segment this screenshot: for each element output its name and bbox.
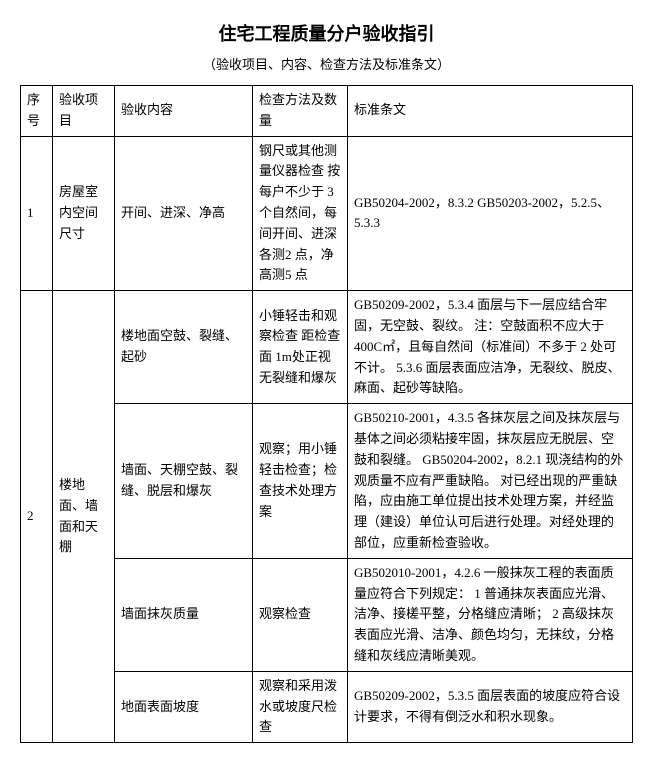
cell-content: 墙面、天棚空鼓、裂缝、脱层和爆灰 xyxy=(115,404,253,559)
cell-item: 房屋室内空间尺寸 xyxy=(53,136,115,291)
table-row: 1 房屋室内空间尺寸 开间、进深、净高 钢尺或其他测量仪器检查 按每户不少于 3… xyxy=(21,136,633,291)
cell-method: 观察；用小锤轻击检查；检查技术处理方案 xyxy=(253,404,348,559)
table-header-row: 序号 验收项目 验收内容 检查方法及数量 标准条文 xyxy=(21,86,633,137)
cell-content: 楼地面空鼓、裂缝、起砂 xyxy=(115,291,253,404)
table-row: 2 楼地面、墙面和天棚 楼地面空鼓、裂缝、起砂 小锤轻击和观察检查 距检查面 1… xyxy=(21,291,633,404)
cell-method: 钢尺或其他测量仪器检查 按每户不少于 3 个自然间，每间开间、进深各测2 点，净… xyxy=(253,136,348,291)
header-method: 检查方法及数量 xyxy=(253,86,348,137)
cell-standard: GB50209-2002，5.3.4 面层与下一层应结合牢固，无空鼓、裂纹。 注… xyxy=(348,291,633,404)
cell-seq: 2 xyxy=(21,291,53,743)
cell-method: 观察和采用泼水或坡度尺检查 xyxy=(253,671,348,742)
cell-seq: 1 xyxy=(21,136,53,291)
cell-method: 小锤轻击和观察检查 距检查面 1m处正视无裂缝和爆灰 xyxy=(253,291,348,404)
page-title: 住宅工程质量分户验收指引 xyxy=(20,20,633,46)
page-subtitle: （验收项目、内容、检查方法及标准条文） xyxy=(20,54,633,73)
header-content: 验收内容 xyxy=(115,86,253,137)
cell-content: 地面表面坡度 xyxy=(115,671,253,742)
cell-standard: GB50204-2002，8.3.2 GB50203-2002，5.2.5、5.… xyxy=(348,136,633,291)
inspection-table: 序号 验收项目 验收内容 检查方法及数量 标准条文 1 房屋室内空间尺寸 开间、… xyxy=(20,85,633,743)
cell-standard: GB502010-2001，4.2.6 一般抹灰工程的表面质量应符合下列规定： … xyxy=(348,558,633,671)
cell-standard: GB50210-2001，4.3.5 各抹灰层之间及抹灰层与基体之间必须粘接牢固… xyxy=(348,404,633,559)
cell-item: 楼地面、墙面和天棚 xyxy=(53,291,115,743)
cell-content: 墙面抹灰质量 xyxy=(115,558,253,671)
cell-method: 观察检查 xyxy=(253,558,348,671)
header-item: 验收项目 xyxy=(53,86,115,137)
cell-content: 开间、进深、净高 xyxy=(115,136,253,291)
header-standard: 标准条文 xyxy=(348,86,633,137)
cell-standard: GB50209-2002，5.3.5 面层表面的坡度应符合设计要求，不得有倒泛水… xyxy=(348,671,633,742)
header-seq: 序号 xyxy=(21,86,53,137)
